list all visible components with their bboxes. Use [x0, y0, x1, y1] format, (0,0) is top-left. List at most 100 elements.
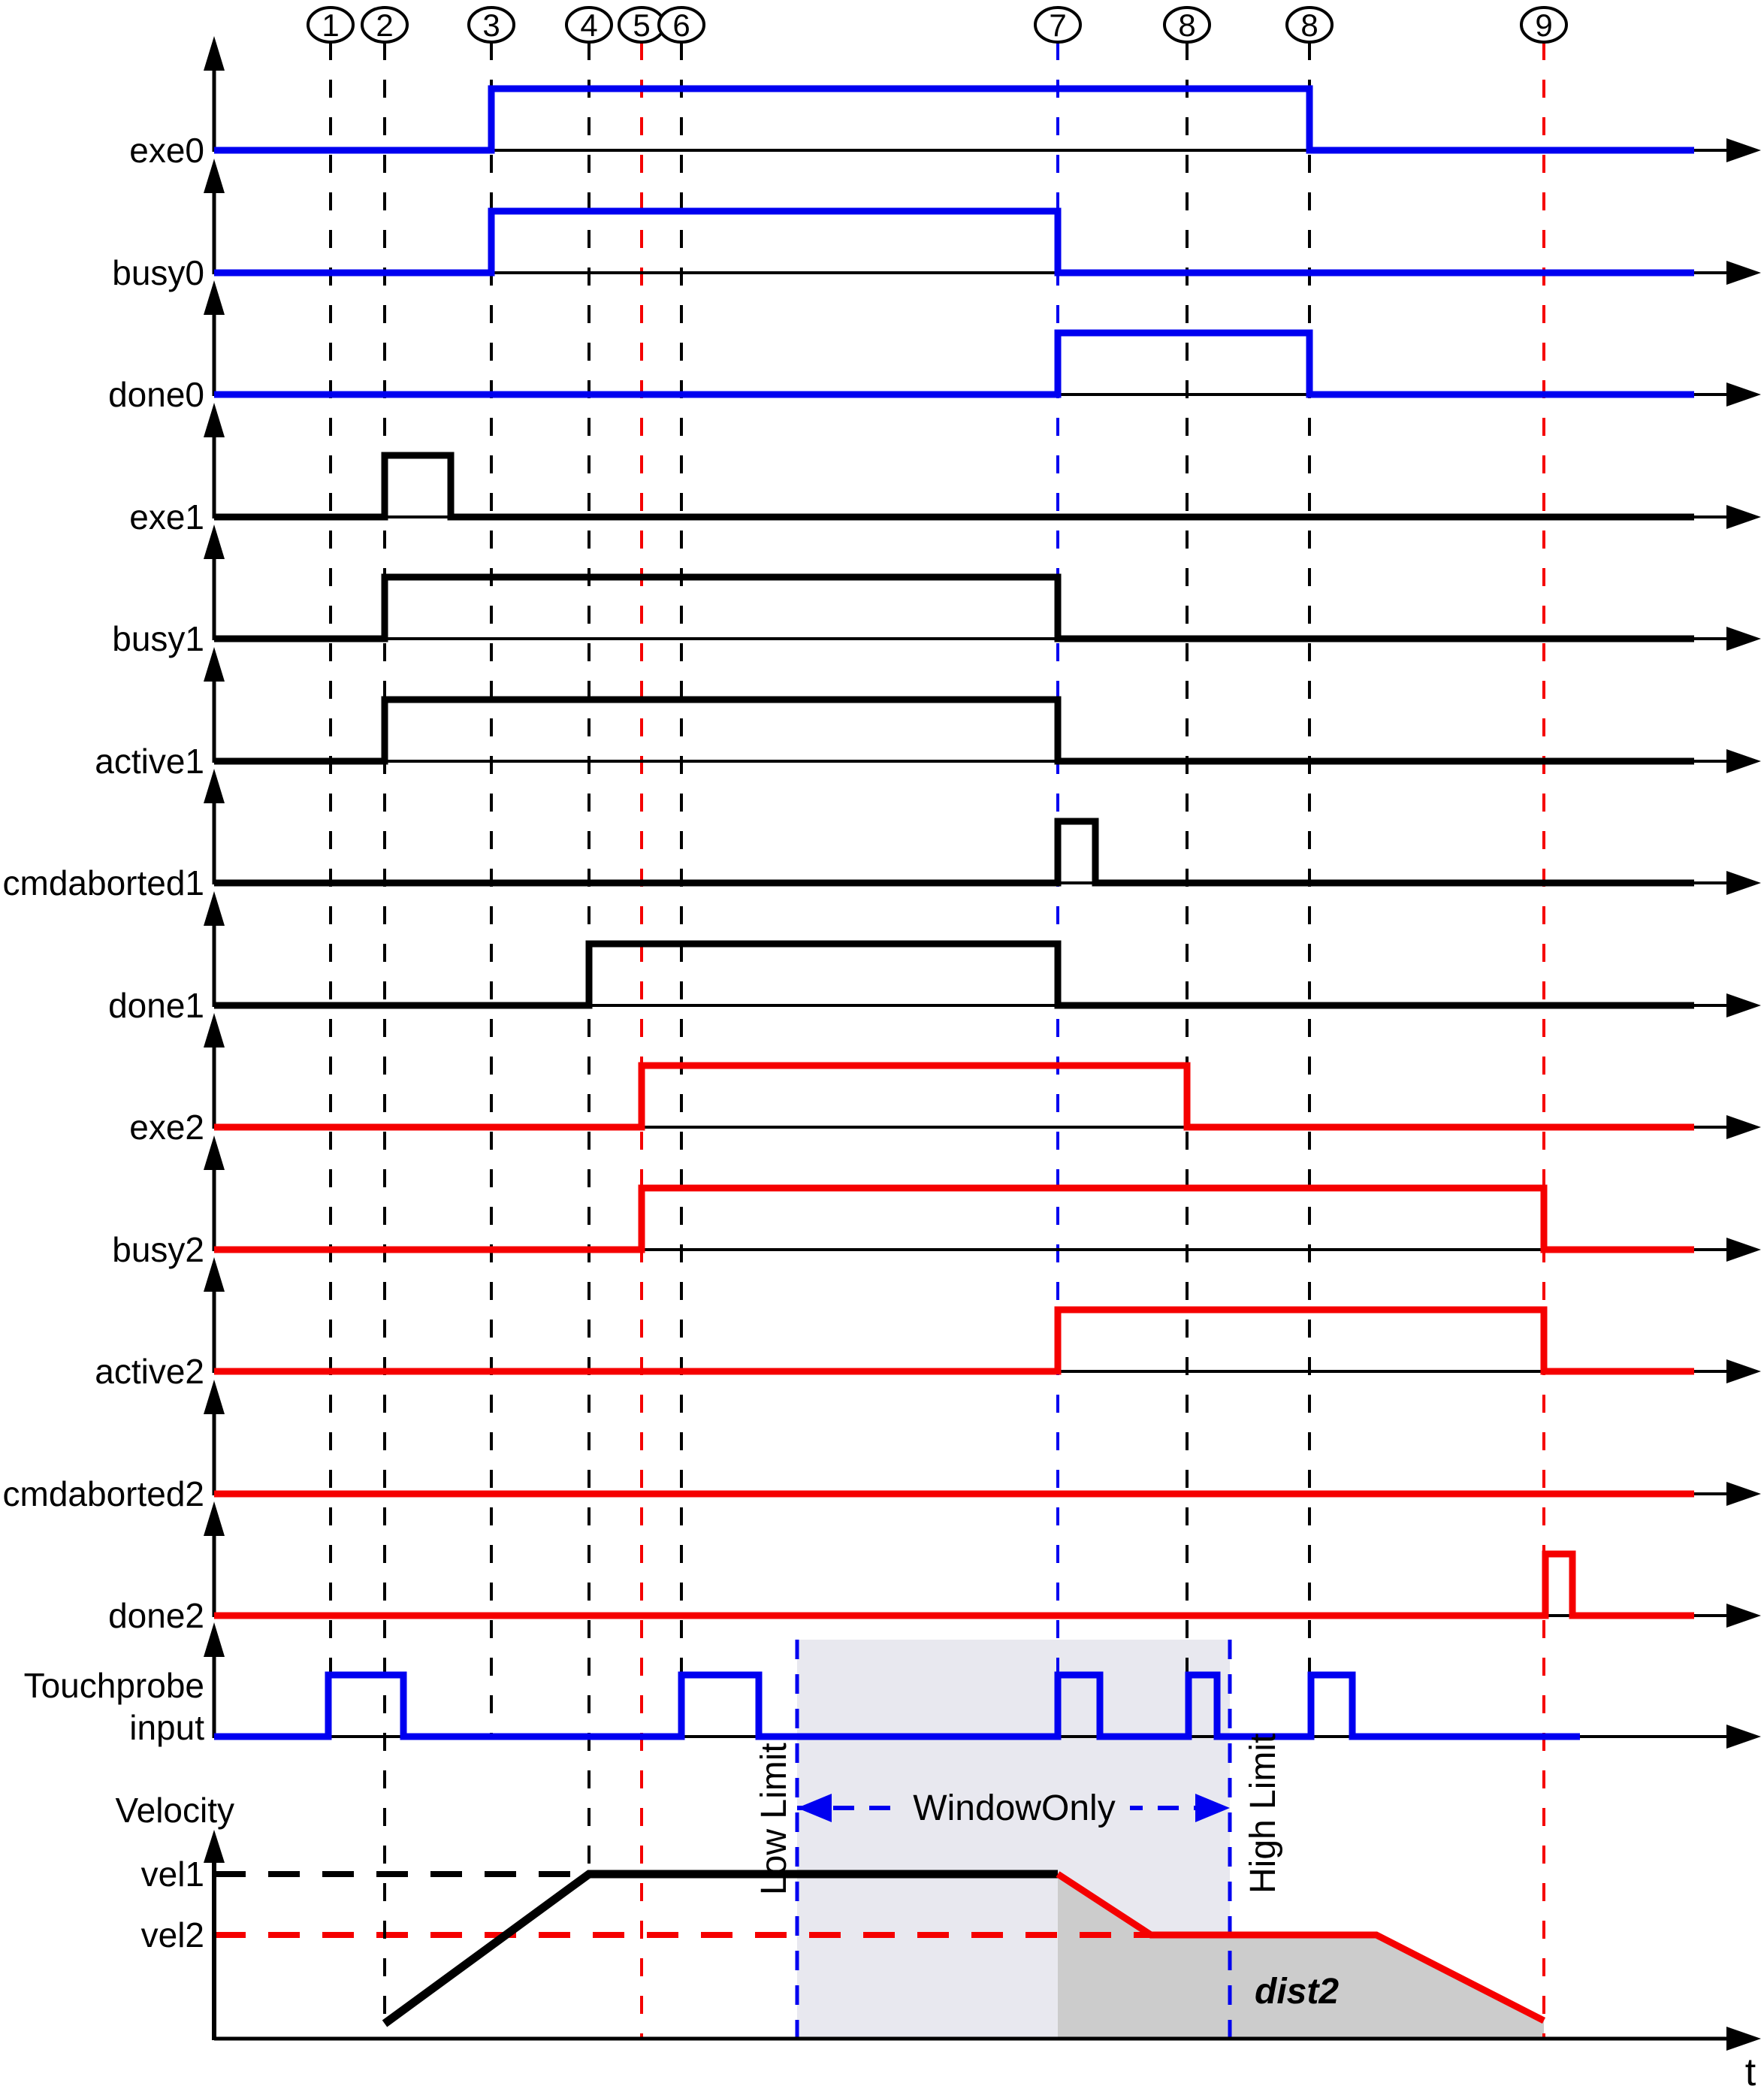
marker-circle-3 — [467, 6, 515, 44]
signal-row-exe0 — [204, 36, 1761, 162]
marker-number-3: 3 — [482, 8, 500, 43]
signal-label: exe1 — [129, 497, 204, 537]
signal-label: busy1 — [112, 619, 204, 658]
velocity-y-axis-arrowhead — [204, 1830, 225, 1863]
value-axis-arrowhead — [204, 36, 225, 71]
waveform-busy0 — [214, 207, 1694, 277]
value-axis-arrowhead — [204, 1135, 225, 1170]
waveform-exe1 — [214, 452, 1694, 521]
marker-circle-9 — [1285, 6, 1334, 44]
signal-label: cmdaborted1 — [3, 863, 205, 902]
signal-label: done0 — [108, 375, 204, 414]
signal-label: active2 — [95, 1352, 204, 1391]
waveform-active1 — [214, 696, 1694, 765]
value-axis-arrowhead — [204, 280, 225, 315]
marker-number-1: 1 — [322, 8, 339, 43]
velocity-time-axis-arrowhead — [1726, 2027, 1761, 2051]
marker-circle-1 — [307, 6, 355, 44]
waveform-cmdaborted1 — [214, 818, 1694, 887]
marker-number-4: 4 — [580, 8, 597, 43]
vel1-label: vel1 — [141, 1855, 204, 1894]
value-axis-arrowhead — [204, 1622, 225, 1657]
time-axis-arrowhead — [1726, 261, 1761, 285]
time-axis-arrowhead — [1726, 505, 1761, 529]
signal-label: active1 — [95, 742, 204, 781]
time-axis-arrowhead — [1726, 1238, 1761, 1262]
time-axis-arrowhead — [1726, 1482, 1761, 1506]
marker-number-7: 7 — [1049, 8, 1066, 43]
signal-label: Touchprobe — [24, 1666, 204, 1705]
waveform-exe0 — [214, 85, 1694, 154]
waveform-busy2 — [214, 1184, 1694, 1253]
high-limit-label: High Limit — [1243, 1734, 1283, 1894]
value-axis-arrowhead — [204, 769, 225, 803]
window-only-label-bg — [899, 1785, 1130, 1830]
signal-row-exe2 — [204, 1013, 1761, 1139]
signal-row-busy1 — [204, 525, 1761, 651]
window-only-right-arrowhead — [1195, 1794, 1230, 1822]
waveform-active2 — [214, 1306, 1694, 1375]
waveform-exe2 — [214, 1062, 1694, 1131]
marker-circle-6 — [657, 6, 705, 44]
dist2-region — [1058, 1874, 1544, 2039]
marker-number-9: 8 — [1300, 8, 1318, 43]
t-axis-label: t — [1745, 2051, 1756, 2092]
velocity-curve-axis1 — [382, 1870, 1058, 2027]
window-only-label: WindowOnly — [913, 1788, 1115, 1828]
value-axis-arrowhead — [204, 1380, 225, 1414]
signal-row-cmdaborted1 — [204, 769, 1761, 895]
value-axis-arrowhead — [204, 1501, 225, 1536]
marker-circle-4 — [565, 6, 613, 44]
time-axis-arrowhead — [1726, 627, 1761, 651]
value-axis-arrowhead — [204, 1013, 225, 1048]
signal-label: cmdaborted2 — [3, 1474, 205, 1513]
signal-label: done1 — [108, 986, 204, 1025]
marker-number-2: 2 — [376, 8, 393, 43]
time-axis-arrowhead — [1726, 1359, 1761, 1383]
time-axis-arrowhead — [1726, 871, 1761, 895]
time-axis-arrowhead — [1726, 1115, 1761, 1139]
time-axis-arrowhead — [1726, 138, 1761, 162]
signal-row-busy2 — [204, 1135, 1761, 1262]
velocity-curve-axis2 — [1056, 1871, 1546, 2024]
waveform-busy1 — [214, 573, 1694, 642]
signal-label: exe0 — [129, 131, 204, 170]
signal-label: exe2 — [129, 1108, 204, 1147]
value-axis-arrowhead — [204, 403, 225, 437]
signal-row-active1 — [204, 647, 1761, 773]
waveform-done1 — [214, 940, 1694, 1009]
signal-row-busy0 — [204, 159, 1761, 285]
waveform-done2 — [214, 1550, 1694, 1619]
marker-circle-7 — [1034, 6, 1082, 44]
time-axis-arrowhead — [1726, 1725, 1761, 1749]
window-only-left-arrowhead — [797, 1794, 832, 1822]
signal-label-line2: input — [129, 1708, 204, 1747]
vel2-label: vel2 — [141, 1915, 204, 1954]
dist2-label: dist2 — [1255, 1972, 1339, 2012]
signal-label: busy2 — [112, 1230, 204, 1269]
marker-number-8: 8 — [1178, 8, 1195, 43]
signal-row-cmdaborted2 — [204, 1380, 1761, 1506]
time-axis-arrowhead — [1726, 1604, 1761, 1628]
time-axis-arrowhead — [1726, 749, 1761, 773]
marker-circle-8 — [1163, 6, 1211, 44]
signal-row-exe1 — [204, 403, 1761, 529]
value-axis-arrowhead — [204, 1257, 225, 1292]
signal-row-active2 — [204, 1257, 1761, 1383]
value-axis-arrowhead — [204, 525, 225, 559]
signal-label: busy0 — [112, 253, 204, 292]
signal-row-done1 — [204, 891, 1761, 1017]
signal-row-done0 — [204, 280, 1761, 407]
value-axis-arrowhead — [204, 159, 225, 193]
marker-number-10: 9 — [1535, 8, 1552, 43]
time-axis-arrowhead — [1726, 993, 1761, 1017]
velocity-axis-label: Velocity — [115, 1791, 234, 1830]
signal-row-touchprobe — [204, 1622, 1761, 1749]
signal-label: done2 — [108, 1596, 204, 1635]
signal-row-done2 — [204, 1501, 1761, 1628]
time-axis-arrowhead — [1726, 382, 1761, 407]
value-axis-arrowhead — [204, 647, 225, 682]
low-limit-label: Low Limit — [754, 1743, 794, 1895]
